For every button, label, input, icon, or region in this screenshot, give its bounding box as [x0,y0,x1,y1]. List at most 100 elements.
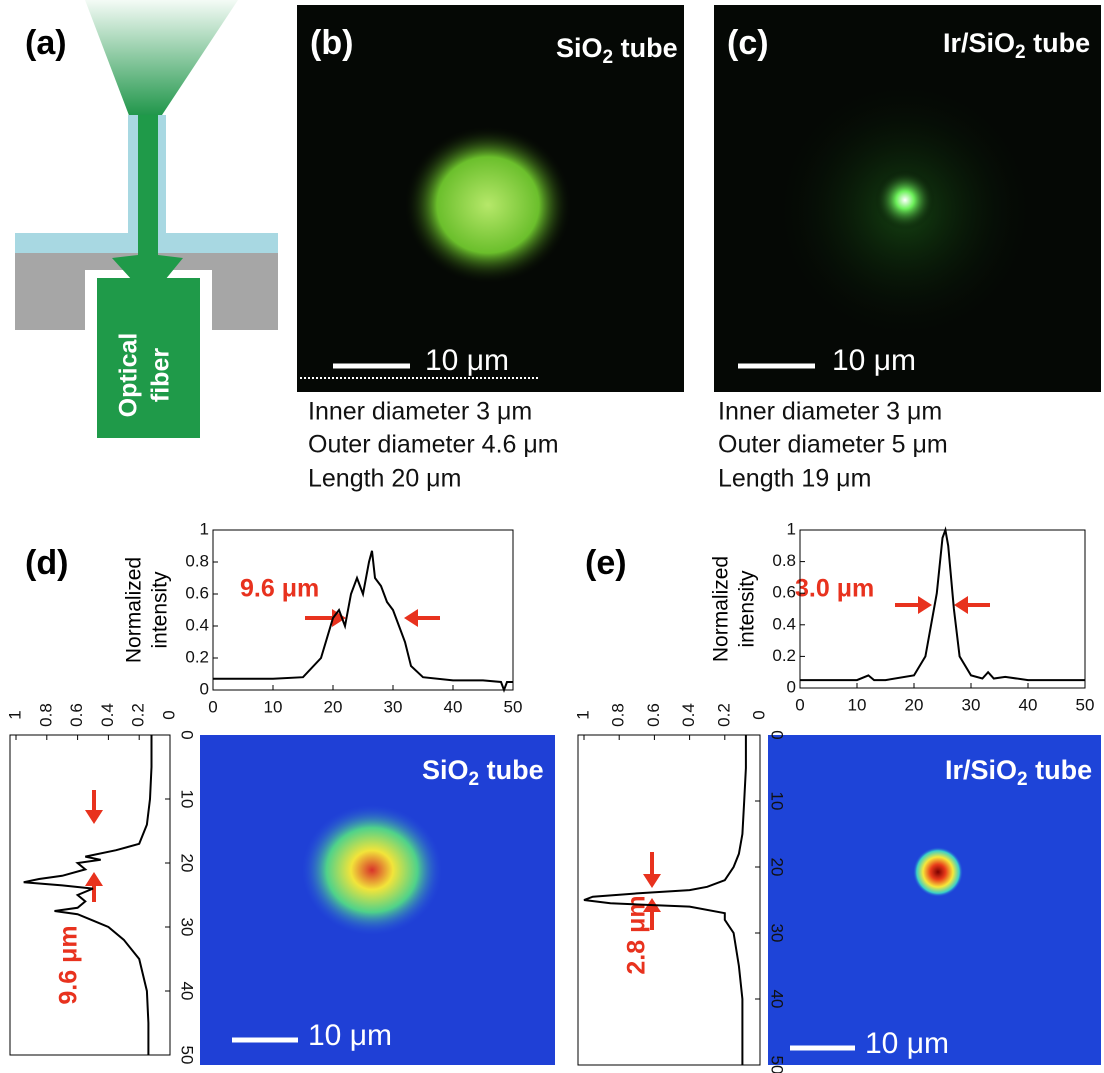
scale-label: 10 μm [425,344,509,377]
y-tick-label: 0.4 [772,614,796,633]
position-tick-label: 30 [768,924,787,943]
title-part: Ir/SiO [943,28,1015,58]
scale-label: 10 μm [865,1027,949,1060]
intensity-tick-label: 0.2 [129,703,148,727]
plot-frame [10,735,170,1055]
x-tick-label: 20 [905,695,924,714]
x-tick-label: 10 [264,697,283,716]
intensity-spot [302,805,442,935]
y-tick-label: 1 [200,519,209,538]
arrow [954,596,990,614]
x-tick-label: 50 [504,697,523,716]
x-tick-label: 10 [848,695,867,714]
fiber-label: fiber [147,348,175,402]
panel-a: (a) Optical fiber [15,0,278,438]
x-tick-label: 30 [384,697,403,716]
title-part: tube [1028,755,1093,785]
x-tick-label: 40 [444,697,463,716]
intensity-tick-label: 0 [159,710,178,719]
profile-line [213,551,513,690]
position-tick-label: 30 [178,918,197,937]
spec: Outer diameter 5 μm [718,431,948,459]
panel-label: (e) [585,544,627,582]
arrow [404,609,440,627]
profile-line [800,530,1085,680]
y-tick-label: 0.2 [185,647,209,666]
position-tick-label: 20 [178,854,197,873]
spec: Length 19 μm [718,465,871,493]
y-tick-label: 1 [787,519,796,538]
y-tick-label: 0.8 [772,551,796,570]
x-tick-label: 0 [795,695,804,714]
intensity-tick-label: 0.8 [36,703,55,727]
title-part: tube [613,33,678,63]
y-tick-label: 0.8 [185,551,209,570]
scale-label: 10 μm [308,1019,392,1052]
profile-line [584,735,746,1065]
x-tick-label: 40 [1019,695,1038,714]
spec: Inner diameter 3 μm [308,398,532,426]
intensity-tick-label: 0 [749,710,768,719]
figure: (a) Optical fiber (b) SiO2 tube 10 μm In… [0,0,1104,1073]
light-spot [875,170,935,230]
y-tick-label: 0 [200,679,209,698]
panel-label: (c) [727,24,769,62]
panel-label: (b) [310,24,353,62]
y-axis-label: Normalized [123,557,146,663]
position-tick-label: 0 [178,730,197,739]
position-tick-label: 40 [768,990,787,1009]
position-tick-label: 50 [768,1056,787,1073]
x-tick-label: 50 [1076,695,1095,714]
position-tick-label: 0 [768,730,787,739]
position-tick-label: 50 [178,1046,197,1065]
image-title: SiO2 tube [556,33,678,68]
arrow [643,852,661,888]
y-tick-label: 0.6 [772,583,796,602]
title-part: tube [1026,28,1091,58]
title-sub: 2 [1017,769,1028,790]
intensity-tick-label: 1 [5,710,24,719]
intensity-tick-label: 0.6 [67,703,86,727]
arrow [85,872,103,902]
position-tick-label: 20 [768,858,787,877]
width-annotation: 9.6 μm [55,925,83,1004]
position-tick-label: 10 [768,792,787,811]
spec: Length 20 μm [308,465,461,493]
spec: Outer diameter 4.6 μm [308,431,559,459]
image-title: SiO2 tube [422,755,544,790]
panel-label: (a) [25,24,67,62]
title-part: Ir/SiO [945,755,1017,785]
plot-frame [213,530,513,690]
intensity-tick-label: 0.6 [644,703,663,727]
intensity-tick-label: 1 [573,710,592,719]
light-cone [85,0,238,118]
y-tick-label: 0.4 [185,615,209,634]
plot-frame [800,530,1085,688]
x-tick-label: 20 [324,697,343,716]
intensity-tick-label: 0.4 [98,703,117,727]
intensity-tick-label: 0.4 [679,703,698,727]
title-part: tube [479,755,544,785]
profile-line [24,735,152,1055]
title-sub: 2 [1015,42,1026,63]
y-axis-label: intensity [149,571,172,649]
x-tick-label: 0 [208,697,217,716]
arrow [895,596,932,614]
position-tick-label: 10 [178,790,197,809]
x-tick-label: 30 [962,695,981,714]
y-tick-label: 0 [787,677,796,696]
panel-c: (c) Ir/SiO2 tube 10 μm [714,5,1101,392]
intensity-spot [913,847,963,897]
y-tick-label: 0.2 [772,646,796,665]
title-sub: 2 [469,769,480,790]
intensity-tick-label: 0.2 [714,703,733,727]
title-sub: 2 [603,47,614,68]
width-annotation: 9.6 μm [240,575,319,603]
y-axis-label: intensity [736,570,759,648]
y-tick-label: 0.6 [185,583,209,602]
title-part: SiO [422,755,469,785]
panel-label: (d) [25,544,68,582]
position-tick-label: 40 [178,982,197,1001]
light-spot [403,125,573,285]
scale-label: 10 μm [832,344,916,377]
